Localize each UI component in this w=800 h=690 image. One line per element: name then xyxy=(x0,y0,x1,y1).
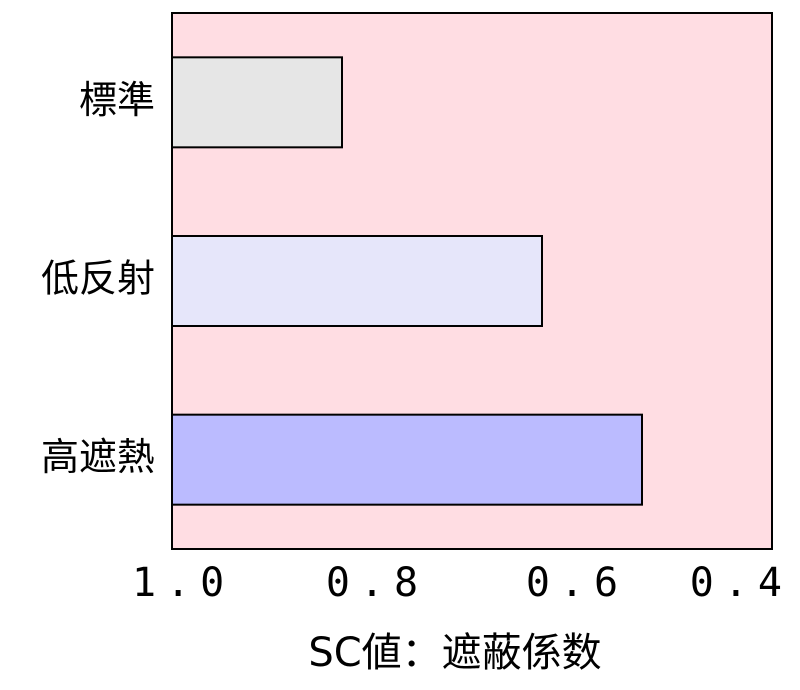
x-tick-label: 0.6 xyxy=(526,560,628,606)
x-axis-label: SC値：遮蔽係数 xyxy=(308,630,601,676)
bar xyxy=(171,413,643,506)
bar xyxy=(171,235,543,327)
y-tick-label: 標準 xyxy=(79,78,155,122)
x-tick-label: 0.8 xyxy=(326,560,428,606)
bar xyxy=(171,56,343,149)
x-tick-label: 0.4 xyxy=(690,560,792,606)
x-tick-label: 1.0 xyxy=(132,560,234,606)
y-tick-label: 高遮熱 xyxy=(41,435,155,479)
y-tick-label: 低反射 xyxy=(41,257,155,301)
